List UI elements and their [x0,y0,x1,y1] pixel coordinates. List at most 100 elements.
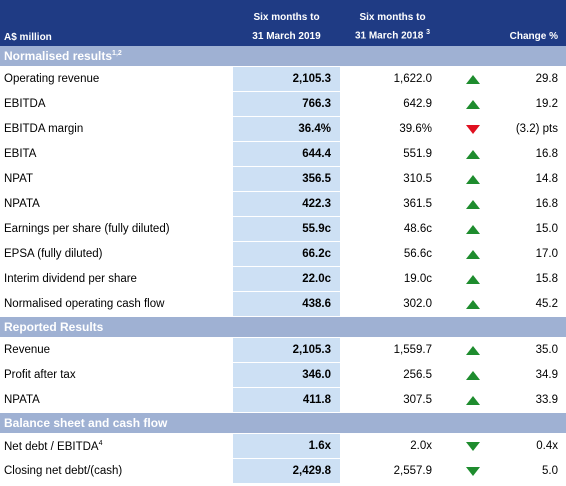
arrow-shape [466,275,480,284]
row-label-wrap: Normalised operating cash flow [4,298,164,310]
table-header: A$ million Six months to 31 March 2019 S… [0,0,566,46]
trend-arrow [466,125,480,134]
value-2019: 356.5 [302,173,331,185]
table-row: NPATA 422.3 361.5 16.8 [0,192,566,217]
row-label: NPATA [4,394,40,406]
arrow-shape [466,225,480,234]
value-2018: 56.6c [403,248,432,260]
table-row: Closing net debt/(cash) 2,429.8 2,557.9 5.0 [0,459,566,484]
row-label-wrap: Net debt / EBITDA4 [4,440,103,453]
highlight-cell [233,459,340,484]
change-value: 33.9 [535,394,558,406]
value-2018: 551.9 [403,148,432,160]
table-row: NPAT 356.5 310.5 14.8 [0,167,566,192]
row-label-wrap: EPSA (fully diluted) [4,248,102,260]
section-header: Reported Results [0,317,566,337]
value-2018: 361.5 [403,198,432,210]
table-row: EBITDA margin 36.4% 39.6% (3.2) pts [0,117,566,142]
change-value: (3.2) pts [515,123,558,135]
section-title-wrap: Balance sheet and cash flow [4,416,167,430]
trend-arrow [466,150,480,159]
change-value: 19.2 [535,98,558,110]
footnote-ref: 4 [98,440,103,447]
row-label: EBITDA [4,98,46,110]
table-row: Net debt / EBITDA4 1.6x 2.0x 0.4x [0,434,566,459]
arrow-shape [466,442,480,451]
value-2019: 766.3 [302,98,331,110]
arrow-shape [466,100,480,109]
section-title: Balance sheet and cash flow [4,416,168,430]
table-row: Operating revenue 2,105.3 1,622.0 29.8 [0,67,566,92]
footnote-ref: 3 [426,29,431,36]
trend-arrow [466,200,480,209]
trend-arrow [466,346,480,355]
arrow-shape [466,200,480,209]
footnote-ref: 1,2 [112,50,122,57]
change-value: 35.0 [535,344,558,356]
value-2018: 302.0 [403,298,432,310]
value-2018: 307.5 [403,394,432,406]
row-label: Profit after tax [4,369,76,381]
row-label-wrap: Closing net debt/(cash) [4,465,122,477]
row-label: Closing net debt/(cash) [4,465,123,477]
table-row: EBITDA 766.3 642.9 19.2 [0,92,566,117]
value-2019: 411.8 [302,394,331,406]
trend-arrow [466,396,480,405]
trend-arrow [466,300,480,309]
value-2019: 422.3 [302,198,331,210]
row-label: EBITDA margin [4,123,84,135]
highlight-cell [233,338,340,363]
highlight-cell [233,267,340,292]
section-header: Normalised results1,2 [0,46,566,66]
change-value: 5.0 [542,465,558,477]
table-row: Earnings per share (fully diluted) 55.9c 4… [0,217,566,242]
change-value: 16.8 [535,148,558,160]
highlight-cell [233,388,340,413]
change-value: 29.8 [535,73,558,85]
arrow-shape [466,300,480,309]
value-2019: 644.4 [302,148,331,160]
section-title: Normalised results [4,49,113,63]
trend-arrow [466,371,480,380]
row-label-wrap: NPAT [4,173,33,185]
row-label-wrap: EBITDA margin [4,123,83,135]
value-2018: 642.9 [403,98,432,110]
highlight-cell [233,67,340,92]
table-row: Interim dividend per share 22.0c 19.0c 15.8 [0,267,566,292]
row-label-wrap: EBITA [4,148,36,160]
value-2019: 66.2c [302,248,331,260]
arrow-shape [466,371,480,380]
row-label-wrap: Operating revenue [4,73,99,85]
arrow-shape [466,467,480,476]
highlight-cell [233,363,340,388]
row-label-wrap: NPATA [4,394,40,406]
value-2018: 2,557.9 [393,465,432,477]
highlight-cell [233,242,340,267]
section-header: Balance sheet and cash flow [0,413,566,433]
row-label: Earnings per share (fully diluted) [4,223,170,235]
col-header: Change % [509,31,558,42]
change-value: 14.8 [535,173,558,185]
highlight-cell [233,292,340,317]
value-2018: 48.6c [403,223,432,235]
value-2019: 22.0c [302,273,331,285]
value-2019: 438.6 [302,298,331,310]
value-2019: 2,429.8 [292,465,331,477]
trend-arrow [466,100,480,109]
trend-arrow [466,250,480,259]
value-2019: 2,105.3 [292,73,331,85]
row-label: Revenue [4,344,51,356]
highlight-cell [233,142,340,167]
highlight-cell [233,192,340,217]
value-2018: 1,622.0 [393,73,432,85]
change-value: 15.8 [535,273,558,285]
arrow-shape [466,75,480,84]
value-2019: 1.6x [308,440,331,452]
row-label: Operating revenue [4,73,100,85]
row-label-wrap: Profit after tax [4,369,76,381]
row-label: Interim dividend per share [4,273,137,285]
row-label-wrap: NPATA [4,198,40,210]
col-header: Six months to [359,12,426,23]
table-row: NPATA 411.8 307.5 33.9 [0,388,566,413]
